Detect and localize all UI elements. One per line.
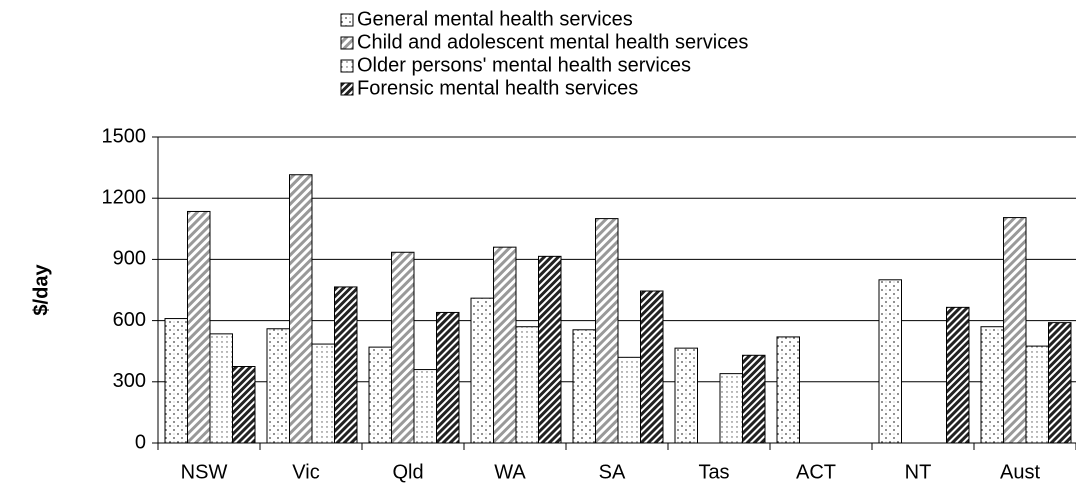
bar: [334, 286, 358, 444]
bar: [1025, 345, 1049, 444]
bar: [413, 369, 437, 444]
bar: [538, 255, 562, 444]
legend-swatch: [340, 13, 354, 27]
bar: [164, 318, 188, 444]
bar: [742, 354, 766, 444]
legend-label: Older persons' mental health services: [357, 54, 691, 76]
bar: [232, 366, 256, 444]
x-tick-label: NT: [905, 461, 932, 483]
bar: [595, 218, 619, 444]
x-tick-label: Qld: [392, 461, 423, 483]
legend-swatch: [340, 36, 354, 50]
bar: [311, 343, 335, 444]
y-tick-label: 600: [113, 309, 146, 331]
bar: [1048, 322, 1072, 444]
bar: [493, 246, 517, 444]
legend-label: Child and adolescent mental health servi…: [357, 31, 748, 53]
bar: [209, 333, 233, 444]
y-tick-label: 300: [113, 370, 146, 392]
legend-swatch: [340, 59, 354, 73]
bar: [776, 336, 800, 444]
bar: [1003, 217, 1027, 444]
bar: [878, 279, 902, 444]
bar: [391, 251, 415, 444]
bar: [946, 306, 970, 444]
bar: [617, 356, 641, 444]
bar: [187, 210, 211, 444]
bar: [719, 373, 743, 444]
x-tick-label: Tas: [698, 461, 729, 483]
x-tick-label: Aust: [1000, 461, 1040, 483]
y-tick-label: 1500: [102, 125, 147, 147]
y-tick-label: 900: [113, 248, 146, 270]
x-tick-label: SA: [599, 461, 626, 483]
y-tick-label: 1200: [102, 186, 147, 208]
legend-label: General mental health services: [357, 8, 633, 30]
x-tick-label: ACT: [796, 461, 836, 483]
bar: [674, 347, 698, 444]
legend-swatch: [340, 82, 354, 96]
bar: [289, 174, 313, 444]
bar: [640, 290, 664, 444]
x-tick-label: Vic: [292, 461, 319, 483]
legend-label: Forensic mental health services: [357, 77, 638, 99]
y-tick-label: 0: [135, 431, 146, 453]
y-axis-title: $/day: [30, 264, 52, 316]
bar: [515, 326, 539, 444]
bar: [266, 328, 290, 444]
bar: [572, 329, 596, 444]
bar: [470, 297, 494, 444]
bar: [436, 311, 460, 444]
bar: [368, 346, 392, 444]
bar: [980, 326, 1004, 444]
x-tick-label: WA: [494, 461, 526, 483]
x-tick-label: NSW: [181, 461, 228, 483]
